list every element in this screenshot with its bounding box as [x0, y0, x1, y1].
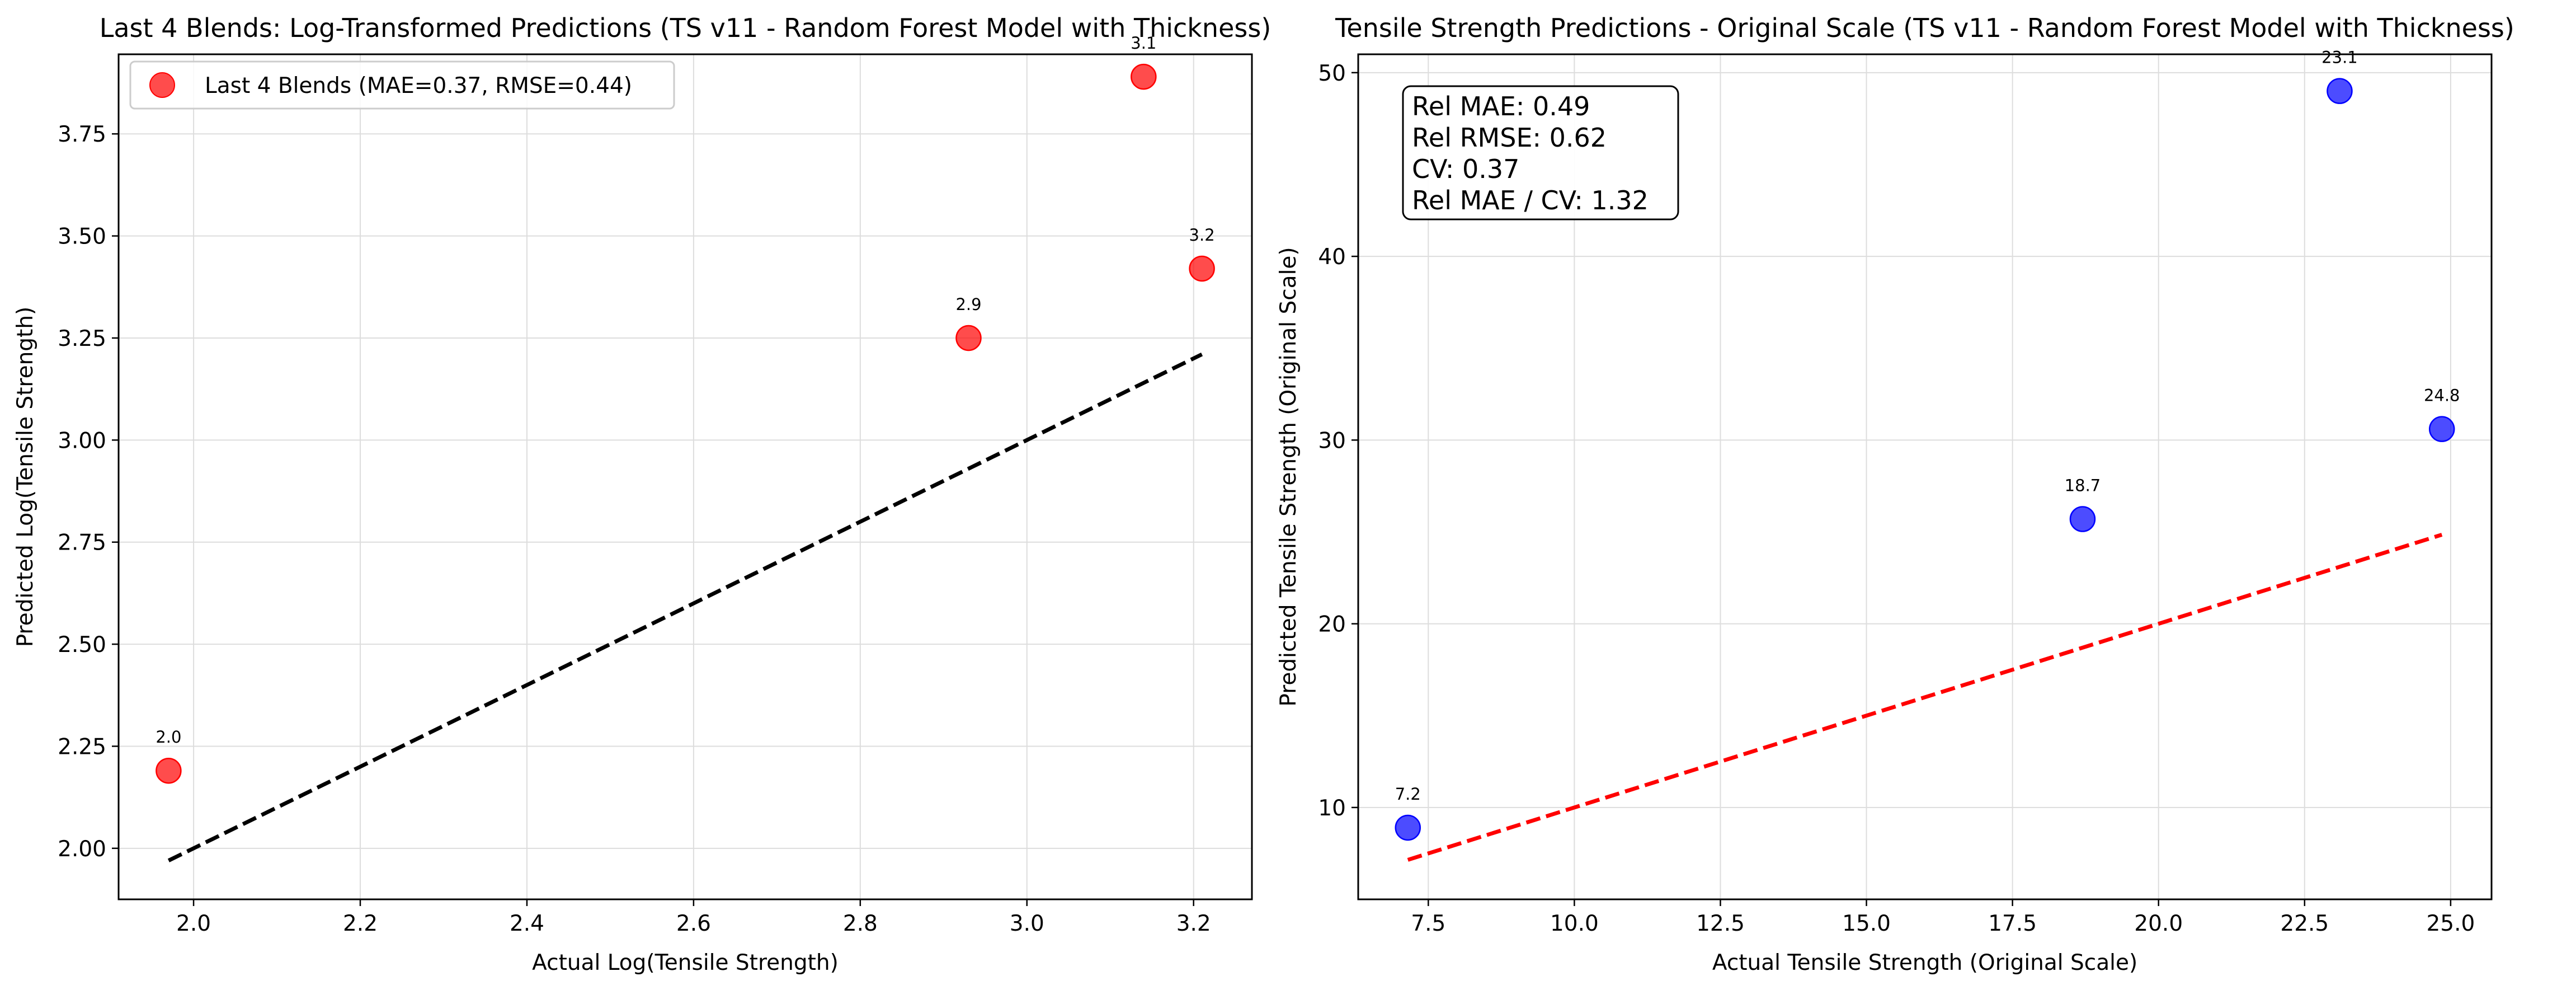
legend-box	[129, 60, 675, 110]
data-point	[1395, 814, 1421, 841]
data-point	[2069, 506, 2096, 532]
stats-cv: CV: 0.37	[1412, 154, 1519, 184]
x-tick-label: 20.0	[2134, 911, 2183, 936]
y-tick-label: 50	[1318, 61, 1346, 86]
data-point-label: 7.2	[1395, 785, 1421, 804]
left-axis-ticks: 2.0 2.2 2.4 2.6 2.8 3.0 3.2 2.00 2.25 2.50 2.75 3.0…	[58, 122, 1211, 936]
y-tick-label: 40	[1318, 245, 1346, 270]
data-point	[1189, 255, 1215, 282]
left-reference-line	[167, 353, 1203, 862]
left-plot-frame	[119, 54, 1252, 899]
data-point-label: 24.8	[2424, 386, 2460, 405]
y-tick-label: 3.50	[58, 224, 106, 250]
right-reference-line	[1407, 533, 2443, 862]
right-chart-title: Tensile Strength Predictions - Original …	[1335, 13, 2514, 43]
x-tick-label: 2.0	[176, 911, 211, 936]
x-tick-label: 7.5	[1411, 911, 1445, 936]
stats-rel-rmse: Rel RMSE: 0.62	[1412, 123, 1607, 153]
data-point-label: 23.1	[2321, 48, 2358, 67]
left-y-axis-label: Predicted Log(Tensile Strength)	[13, 307, 38, 648]
x-tick-label: 3.2	[1176, 911, 1211, 936]
data-point	[2327, 78, 2353, 104]
x-tick-label: 3.0	[1010, 911, 1044, 936]
stats-box-frame	[1402, 85, 1679, 220]
x-tick-label: 17.5	[1988, 911, 2037, 936]
left-chart-panel: 2.0 2.2 2.4 2.6 2.8 3.0 3.2 2.00 2.25 2.50 2.75 3.0…	[13, 13, 1271, 975]
x-tick-label: 25.0	[2426, 911, 2475, 936]
data-point-label: 18.7	[2065, 476, 2101, 495]
x-tick-label: 2.6	[676, 911, 711, 936]
x-tick-label: 12.5	[1696, 911, 1745, 936]
y-tick-label: 2.75	[58, 531, 106, 556]
data-point-label: 2.9	[955, 295, 981, 314]
y-tick-label: 3.75	[58, 122, 106, 147]
left-plot-border	[117, 53, 1253, 900]
perfect-prediction-line	[1407, 533, 2443, 862]
data-point	[955, 325, 982, 351]
y-tick-label: 3.00	[58, 428, 106, 453]
x-tick-label: 2.8	[843, 911, 878, 936]
left-legend: Last 4 Blends (MAE=0.37, RMSE=0.44)	[129, 60, 675, 110]
y-tick-label: 3.25	[58, 326, 106, 351]
left-chart-title: Last 4 Blends: Log-Transformed Predictio…	[100, 13, 1271, 43]
y-tick-label: 2.00	[58, 837, 106, 862]
data-point	[2428, 416, 2455, 442]
y-tick-label: 10	[1318, 796, 1346, 821]
data-point-label: 2.0	[156, 728, 181, 747]
legend-label: Last 4 Blends (MAE=0.37, RMSE=0.44)	[205, 73, 632, 98]
right-plot-border	[1357, 53, 2493, 900]
x-tick-label: 22.5	[2280, 911, 2329, 936]
data-point	[156, 757, 182, 784]
stats-rel-mae: Rel MAE: 0.49	[1412, 91, 1590, 121]
right-chart-panel: 7.5 10.0 12.5 15.0 17.5 20.0 22.5 25.0 10 20 30 40 5…	[1276, 13, 2514, 975]
y-tick-label: 30	[1318, 428, 1346, 453]
left-x-axis-label: Actual Log(Tensile Strength)	[532, 950, 839, 975]
data-point-label: 3.2	[1189, 226, 1215, 245]
data-point	[1131, 63, 1157, 90]
legend-marker	[149, 72, 175, 98]
left-data-points: 2.0 2.9 3.1 3.2	[156, 34, 1215, 784]
right-data-points: 7.2 18.7 23.1 24.8	[1395, 48, 2460, 841]
right-y-axis-label: Predicted Tensile Strength (Original Sca…	[1276, 247, 1301, 706]
y-tick-label: 20	[1318, 612, 1346, 637]
x-tick-label: 2.4	[510, 911, 544, 936]
right-x-axis-label: Actual Tensile Strength (Original Scale)	[1712, 950, 2137, 975]
x-tick-label: 10.0	[1550, 911, 1599, 936]
data-point-label: 3.1	[1131, 34, 1156, 53]
stats-box: Rel MAE: 0.49 Rel RMSE: 0.62 CV: 0.37 Re…	[1402, 85, 1679, 220]
perfect-prediction-line	[167, 353, 1203, 862]
left-grid	[119, 54, 1252, 899]
x-tick-label: 2.2	[343, 911, 378, 936]
right-axis-ticks: 7.5 10.0 12.5 15.0 17.5 20.0 22.5 25.0 10 20 30 40 5…	[1318, 61, 2475, 936]
stats-rel-mae-over-cv: Rel MAE / CV: 1.32	[1412, 185, 1649, 215]
y-tick-label: 2.50	[58, 632, 106, 658]
y-tick-label: 2.25	[58, 734, 106, 759]
x-tick-label: 15.0	[1842, 911, 1891, 936]
